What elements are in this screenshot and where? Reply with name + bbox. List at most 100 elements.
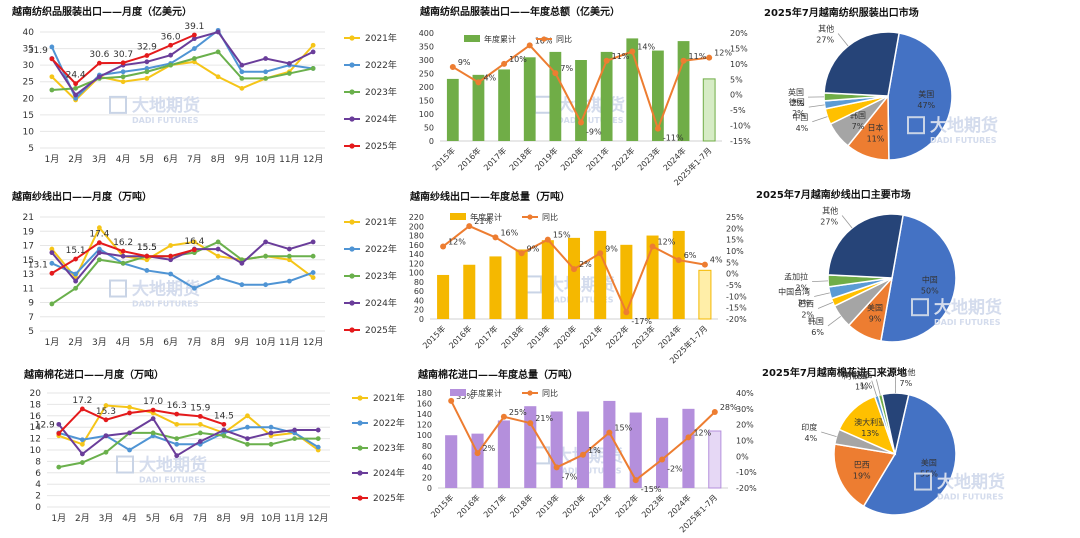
legend-marker (349, 89, 355, 95)
bar (498, 69, 510, 141)
data-point (56, 421, 62, 427)
slice-label: 3% (797, 299, 810, 308)
leader-line (841, 215, 853, 229)
x-tick-label: 9月 (240, 513, 255, 524)
series-line (58, 404, 319, 451)
data-point (310, 66, 316, 71)
series-line (58, 426, 319, 452)
data-label: 16.2 (113, 238, 133, 248)
y-tick-label: 12 (30, 435, 41, 445)
data-label: 16% (500, 228, 518, 237)
data-point (96, 250, 102, 256)
slice-label: 3% (795, 284, 808, 293)
slice-name: 其他 (900, 367, 916, 377)
x-tick-label: 9月 (235, 154, 250, 165)
data-point (127, 447, 132, 453)
yoy-point (475, 79, 482, 86)
yoy-point (706, 54, 713, 61)
x-tick-label: 6月 (169, 513, 184, 524)
chart-title: 越南棉花进口——月度（万吨） (23, 368, 164, 381)
y-tick-label: 20 (414, 306, 424, 315)
slice-name: 中国 (922, 275, 938, 285)
data-point (239, 62, 245, 68)
y-tick-label: 160 (409, 241, 424, 250)
data-point (120, 260, 126, 266)
x-tick-label: 8月 (211, 154, 226, 165)
y-tick-label: 40 (422, 463, 432, 472)
data-point (127, 430, 132, 436)
watermark-subtext: DADI FUTURES (930, 136, 997, 145)
y-tick-label: 80 (422, 442, 432, 451)
data-label: 16.4 (184, 237, 204, 247)
y-tick-label: 120 (417, 421, 432, 430)
yoy-point (580, 451, 586, 458)
legend-label: 同比 (542, 388, 558, 398)
slice-name: 日本 (867, 122, 883, 132)
data-label: 36.0 (161, 32, 181, 42)
x-tick-label: 2018年 (499, 323, 526, 350)
x-tick-label: 12月 (303, 154, 323, 165)
data-point (268, 424, 274, 430)
data-label: -17% (631, 317, 652, 326)
data-point (191, 247, 197, 253)
chart-title: 2025年7月越南纱线出口主要市场 (756, 188, 911, 201)
x-tick-label: 2017年 (473, 323, 500, 350)
data-point (191, 36, 197, 42)
data-point (310, 42, 316, 48)
x-tick-label: 9月 (235, 337, 250, 348)
data-point (221, 421, 227, 427)
data-point (263, 253, 269, 259)
y-tick-label: 350 (419, 43, 434, 52)
legend-marker (349, 219, 355, 225)
data-label: 11% (612, 52, 630, 61)
watermark-logo-icon (907, 116, 925, 135)
monthly-line-chart: 越南纱线出口——月度（万吨） 5 7 9 11 13 15 17 19 21 1月 2月 3月 4月 5月 6… (11, 190, 397, 348)
x-tick-label: 2022年 (613, 492, 640, 519)
data-label: 14% (637, 43, 655, 52)
chart-title: 越南纺织品服装出口——年度总额（亿美元） (419, 5, 620, 18)
yoy-point (701, 261, 708, 268)
legend-label: 2022年 (365, 243, 397, 255)
x-tick-label: 4月 (116, 337, 131, 348)
data-point (127, 404, 132, 410)
bar (603, 400, 616, 488)
data-label: 30.7 (113, 50, 133, 60)
annual-bar-chart: 越南纱线出口——年度总量（万吨） 020406080100120140160180… (409, 190, 747, 365)
x-tick-label: 7月 (187, 337, 202, 348)
slice-label: 7% (852, 122, 865, 131)
y-tick-label: 220 (409, 213, 424, 222)
legend-marker (357, 395, 363, 401)
x-tick-label: 2023年 (639, 492, 666, 519)
slice-label: 7% (900, 379, 913, 388)
data-point (168, 52, 174, 58)
data-point (120, 248, 126, 254)
bar (489, 256, 502, 319)
legend-marker (349, 327, 355, 333)
x-tick-label: 2018年 (508, 492, 535, 519)
leader-line (817, 302, 833, 309)
chart-title: 越南纺织品服装出口——月度（亿美元） (11, 5, 192, 18)
data-point (168, 253, 174, 259)
data-point (150, 416, 156, 422)
data-point (103, 403, 109, 408)
data-point (215, 29, 221, 35)
data-label: 32.9 (137, 43, 157, 53)
bar (620, 244, 633, 319)
pie-chart: 2025年7月越南纱线出口主要市场中国50%美国9%韩国6%巴西2%中国台湾3%… (756, 188, 1002, 343)
x-tick-label: 2024年 (666, 492, 693, 519)
data-point (73, 92, 79, 98)
data-point (215, 246, 221, 252)
slice-label: 1% (855, 383, 868, 392)
data-label: 28% (720, 403, 738, 412)
slice-name: 阿根廷 (844, 371, 868, 381)
y-tick-label: 100 (417, 431, 432, 440)
x-tick-label: 3月 (99, 513, 114, 524)
yoy-point (492, 234, 499, 241)
leader-line (827, 316, 841, 327)
y2-tick-label: -20% (736, 484, 757, 493)
data-label: 35% (456, 392, 474, 401)
y-tick-label: 80 (414, 278, 424, 287)
bar (600, 51, 613, 141)
x-tick-label: 2月 (75, 513, 90, 524)
